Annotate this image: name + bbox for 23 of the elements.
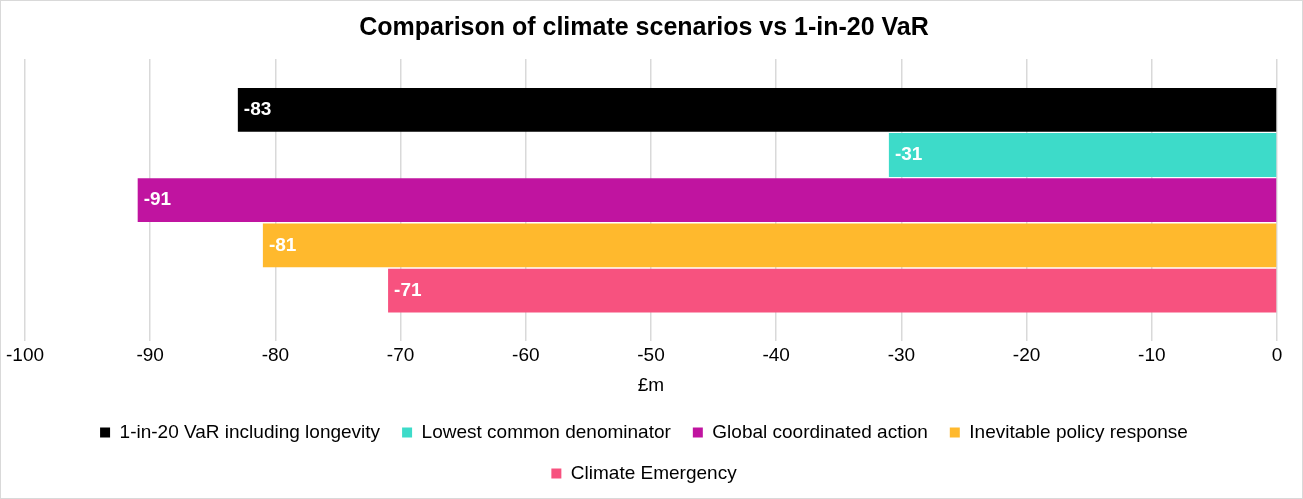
legend-label: 1-in-20 VaR including longevity xyxy=(119,420,381,442)
data-label: -81 xyxy=(268,233,297,255)
x-tick-label: -60 xyxy=(512,344,540,366)
x-tick-label: 0 xyxy=(1271,344,1283,366)
legend-label: Global coordinated action xyxy=(712,420,928,442)
x-tick-label: -20 xyxy=(1012,344,1041,366)
x-tick-label: -70 xyxy=(386,344,415,366)
data-label: -83 xyxy=(243,98,272,120)
x-axis-title: £m xyxy=(637,373,665,395)
legend-label: Climate Emergency xyxy=(570,461,738,483)
data-label: -71 xyxy=(394,278,422,300)
data-label: -91 xyxy=(143,188,172,210)
x-tick-label: -80 xyxy=(261,344,290,366)
x-tick-label: -90 xyxy=(136,344,164,366)
legend-label: Lowest common denominator xyxy=(421,420,672,442)
x-tick-label: -100 xyxy=(5,344,45,366)
chart-title: Comparison of climate scenarios vs 1-in-20 VaR xyxy=(359,11,929,40)
x-tick-label: -10 xyxy=(1138,344,1166,366)
x-tick-label: -30 xyxy=(887,344,916,366)
data-label: -31 xyxy=(894,143,923,165)
legend-label: Inevitable policy response xyxy=(969,420,1188,442)
x-tick-label: -50 xyxy=(637,344,665,366)
x-tick-label: -40 xyxy=(762,344,790,366)
